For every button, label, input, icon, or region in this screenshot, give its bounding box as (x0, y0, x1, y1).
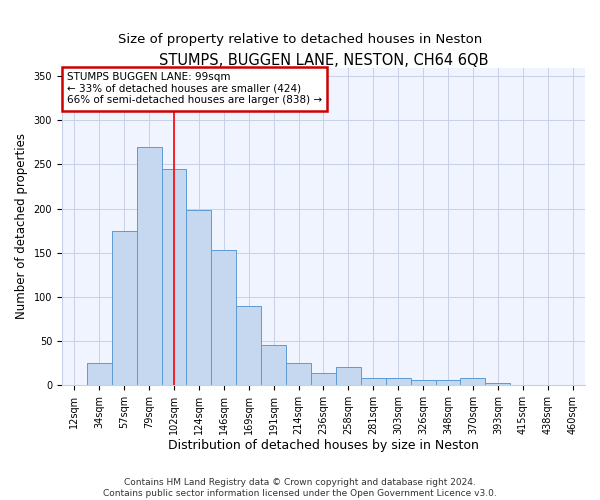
Bar (211, 250, 236, 385)
Text: Size of property relative to detached houses in Neston: Size of property relative to detached ho… (118, 32, 482, 46)
Bar (286, 363, 311, 385)
Bar (87, 363, 112, 385)
Bar (236, 306, 261, 385)
Bar (361, 378, 386, 385)
Bar (261, 345, 286, 385)
Bar (436, 380, 460, 385)
Text: Contains HM Land Registry data © Crown copyright and database right 2024.
Contai: Contains HM Land Registry data © Crown c… (103, 478, 497, 498)
Bar (485, 383, 510, 385)
Bar (410, 380, 436, 385)
Text: STUMPS BUGGEN LANE: 99sqm
← 33% of detached houses are smaller (424)
66% of semi: STUMPS BUGGEN LANE: 99sqm ← 33% of detac… (67, 72, 322, 106)
Bar (187, 210, 211, 385)
Bar (137, 147, 161, 385)
Title: STUMPS, BUGGEN LANE, NESTON, CH64 6QB: STUMPS, BUGGEN LANE, NESTON, CH64 6QB (159, 52, 488, 68)
Bar (311, 372, 336, 385)
X-axis label: Distribution of detached houses by size in Neston: Distribution of detached houses by size … (168, 440, 479, 452)
Bar (161, 169, 187, 385)
Y-axis label: Number of detached properties: Number of detached properties (15, 133, 28, 319)
Bar (112, 230, 137, 385)
Bar (460, 378, 485, 385)
Bar (386, 378, 410, 385)
Bar (336, 367, 361, 385)
